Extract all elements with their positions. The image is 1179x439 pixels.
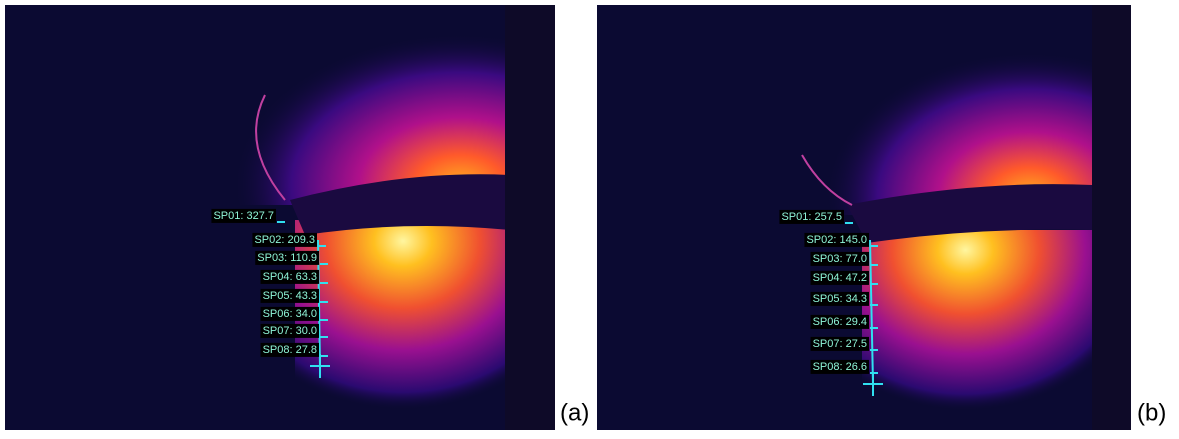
spot-label: SP07: 30.0 [263, 325, 317, 337]
spot-label: SP01: 257.5 [781, 211, 842, 223]
spot-label-bg [810, 314, 869, 329]
spot-label: SP02: 209.3 [254, 234, 315, 246]
thermal-image [5, 5, 555, 430]
spot-label: SP01: 327.7 [213, 210, 274, 222]
spot-label: SP02: 145.0 [806, 234, 867, 246]
spot-label: SP03: 110.9 [257, 252, 317, 264]
panel-label: (a) [560, 399, 589, 426]
spot-label: SP08: 27.8 [263, 344, 317, 356]
spot-label-bg [260, 323, 319, 338]
spot-label-bg [260, 288, 319, 303]
spot-label: SP06: 34.0 [263, 308, 317, 320]
spot-label-bg [810, 291, 869, 306]
spot-label: SP04: 47.2 [813, 272, 867, 284]
spot-label: SP03: 77.0 [813, 253, 867, 265]
spot-label-bg [255, 250, 319, 265]
spot-label-bg [252, 232, 317, 247]
spot-label: SP07: 27.5 [813, 338, 867, 350]
spot-label-bg [260, 306, 319, 321]
thermal-image [597, 5, 1131, 430]
spot-label: SP05: 34.3 [813, 293, 867, 305]
spot-label: SP06: 29.4 [813, 316, 867, 328]
spot-label-bg [779, 209, 844, 224]
spot-label-bg [810, 251, 869, 266]
panel-label: (b) [1137, 399, 1166, 426]
spot-label: SP05: 43.3 [263, 290, 317, 302]
spot-label: SP04: 63.3 [263, 271, 317, 283]
spot-label-bg [810, 336, 869, 351]
spot-label-bg [211, 208, 276, 223]
spot-label-bg [804, 232, 869, 247]
spot-label-bg [260, 269, 319, 284]
spot-label-bg [810, 359, 869, 374]
spot-label-bg [260, 342, 319, 357]
spot-label: SP08: 26.6 [813, 361, 867, 373]
spot-label-bg [810, 270, 869, 285]
